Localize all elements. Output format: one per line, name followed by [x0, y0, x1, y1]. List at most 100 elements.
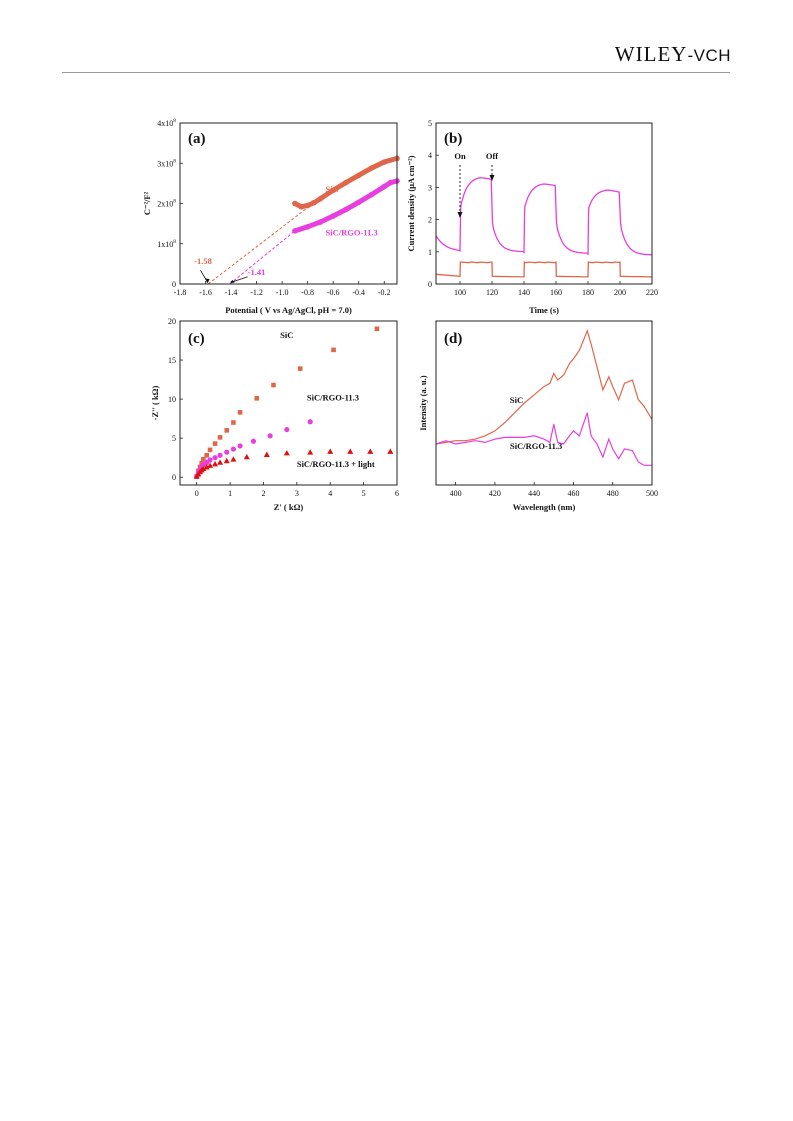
data-point [298, 203, 305, 210]
y-tick-label: 10 [168, 395, 176, 404]
y-axis-label: -Z'' ( kΩ) [150, 385, 160, 420]
x-tick-label: 0 [195, 489, 199, 498]
sic-extrapolation-line [207, 202, 315, 285]
arrow-head [204, 278, 210, 284]
data-point-triangle [207, 462, 214, 468]
data-point [304, 202, 311, 209]
data-point [381, 159, 388, 165]
rgo-extrapolation-line [229, 230, 296, 285]
series-label-sic: SiC [280, 330, 293, 340]
x-tick-label: 400 [450, 489, 462, 498]
panel-label: (c) [188, 331, 205, 347]
arrow-head [230, 279, 235, 284]
data-point [292, 228, 298, 234]
panel-d-frame [435, 320, 653, 486]
data-point-square [237, 410, 243, 415]
y-axis-label: Intensity (a. u.) [418, 375, 428, 430]
x-tick-label: 500 [646, 489, 658, 498]
y-tick-label: 2x108 [157, 199, 176, 209]
series-label-sic: SiC [510, 395, 523, 405]
arrow-head [457, 211, 463, 218]
y-tick-label: 0 [172, 473, 176, 482]
arrow-head [489, 174, 495, 181]
data-point [387, 179, 394, 186]
x-axis-label: Potential ( V vs Ag/AgCl, pH = 7.0) [225, 305, 352, 315]
panel-d-pl-spectra: 400 420 440 460 480 500 (d) Wavelength (nm) Inte… [418, 328, 658, 512]
data-point-square [204, 453, 210, 458]
data-point [355, 199, 362, 206]
intercept-label-sic: -1.58 [194, 256, 212, 266]
series-line [294, 178, 398, 234]
data-point-square [297, 366, 303, 371]
x-tick-label: 420 [489, 489, 501, 498]
logo-main-text: WILEY [614, 42, 688, 66]
x-tick-label: 480 [607, 489, 619, 498]
data-point [343, 206, 349, 213]
wiley-vch-logo: WILEY-VCH [615, 42, 731, 67]
data-point [304, 224, 311, 230]
data-point-triangle [307, 449, 314, 455]
data-point-square [201, 456, 206, 462]
x-tick-label: 100 [454, 288, 466, 297]
data-point-triangle [223, 457, 230, 464]
data-point [330, 187, 336, 194]
y-tick-label: 0 [172, 280, 176, 289]
x-tick-label: 4 [328, 489, 332, 498]
x-tick-label: -1.6 [199, 288, 212, 297]
data-point-triangle [230, 456, 237, 462]
sic-photocurrent-line [435, 261, 653, 278]
x-axis-label: Time (s) [529, 305, 559, 315]
header-rule [62, 72, 730, 73]
panel-c-frame [179, 320, 398, 486]
x-tick-label: 440 [528, 489, 540, 498]
panel-c-nyquist: 0 1 2 3 4 5 6 0 5 10 15 20 (c) Z' ( kΩ) -Z'' ( kΩ) SiC S… [150, 317, 399, 512]
spectrum-line [435, 412, 652, 466]
y-tick-label: 0 [428, 280, 432, 289]
data-point-triangle [263, 451, 270, 457]
data-point-triangle [283, 449, 290, 456]
x-tick-label: 180 [582, 288, 594, 297]
data-point-circle [250, 438, 257, 444]
data-point-triangle [327, 448, 334, 454]
x-tick-label: -1.4 [225, 288, 238, 297]
y-tick-label: 5 [172, 434, 176, 443]
y-tick-label: 1x108 [157, 239, 176, 249]
data-point-circle [207, 457, 213, 463]
data-point-triangle [347, 448, 354, 454]
panel-b-frame [435, 122, 653, 285]
x-tick-label: 200 [614, 288, 626, 297]
x-tick-label: -1.8 [174, 288, 187, 297]
data-point-circle [217, 452, 223, 458]
x-tick-label: -1.0 [276, 288, 289, 297]
data-point [317, 219, 324, 225]
data-point-square [374, 326, 380, 332]
logo-sub-text: -VCH [687, 46, 731, 65]
panel-label: (d) [444, 331, 462, 347]
data-point-triangle [200, 465, 207, 471]
x-tick-label: 220 [646, 288, 658, 297]
y-tick-label: 3x108 [157, 158, 176, 168]
panel-label: (a) [188, 131, 206, 147]
data-point [292, 200, 298, 207]
y-axis-label: C⁻²/F² [142, 191, 152, 215]
data-point-circle [307, 419, 313, 425]
x-tick-label: 1 [228, 489, 232, 498]
data-point [330, 213, 336, 219]
x-tick-label: -0.2 [378, 288, 391, 297]
rgo-photocurrent-line [435, 177, 653, 256]
annotation-off: Off [486, 151, 498, 161]
x-tick-label: -1.2 [250, 288, 263, 297]
y-tick-label: 15 [168, 356, 176, 365]
x-tick-label: 2 [261, 489, 265, 498]
x-tick-label: 140 [518, 288, 530, 297]
series-label-rgo: SiC/RGO-11.3 [326, 228, 378, 238]
x-tick-label: 5 [362, 489, 366, 498]
y-tick-label: 3 [428, 183, 432, 192]
spectrum-line [435, 328, 653, 445]
series-label-rgo: SiC/RGO-11.3 [307, 393, 359, 403]
data-point-square [231, 420, 236, 425]
x-tick-label: 6 [395, 489, 399, 498]
annotation-on: On [454, 151, 466, 161]
y-tick-label: 4x108 [157, 118, 176, 128]
